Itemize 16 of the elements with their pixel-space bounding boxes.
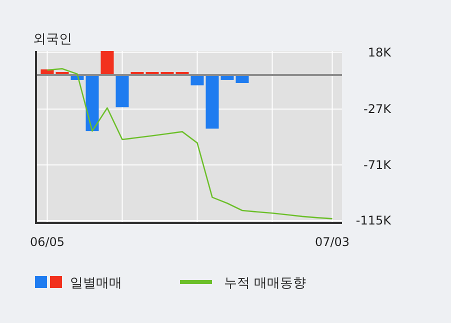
bar (100, 51, 114, 76)
chart-title: 외국인 (33, 32, 72, 47)
bar (86, 75, 99, 132)
legend-일별매매: 일별매매 (35, 276, 122, 291)
legend-label: 일별매매 (70, 276, 122, 291)
y-tick-label: -71K (364, 158, 392, 172)
legend-label: 누적 매매동향 (224, 276, 306, 291)
bar (206, 75, 219, 129)
bar (190, 75, 204, 86)
line-series (46, 68, 333, 220)
x-tick-label: 07/03 (314, 235, 350, 249)
bar (116, 75, 129, 108)
y-tick-label: -27K (364, 102, 392, 116)
x-tick-label: 06/05 (30, 235, 65, 249)
y-tick-label: -115K (356, 213, 392, 228)
y-tick-label: 18K (368, 45, 392, 60)
